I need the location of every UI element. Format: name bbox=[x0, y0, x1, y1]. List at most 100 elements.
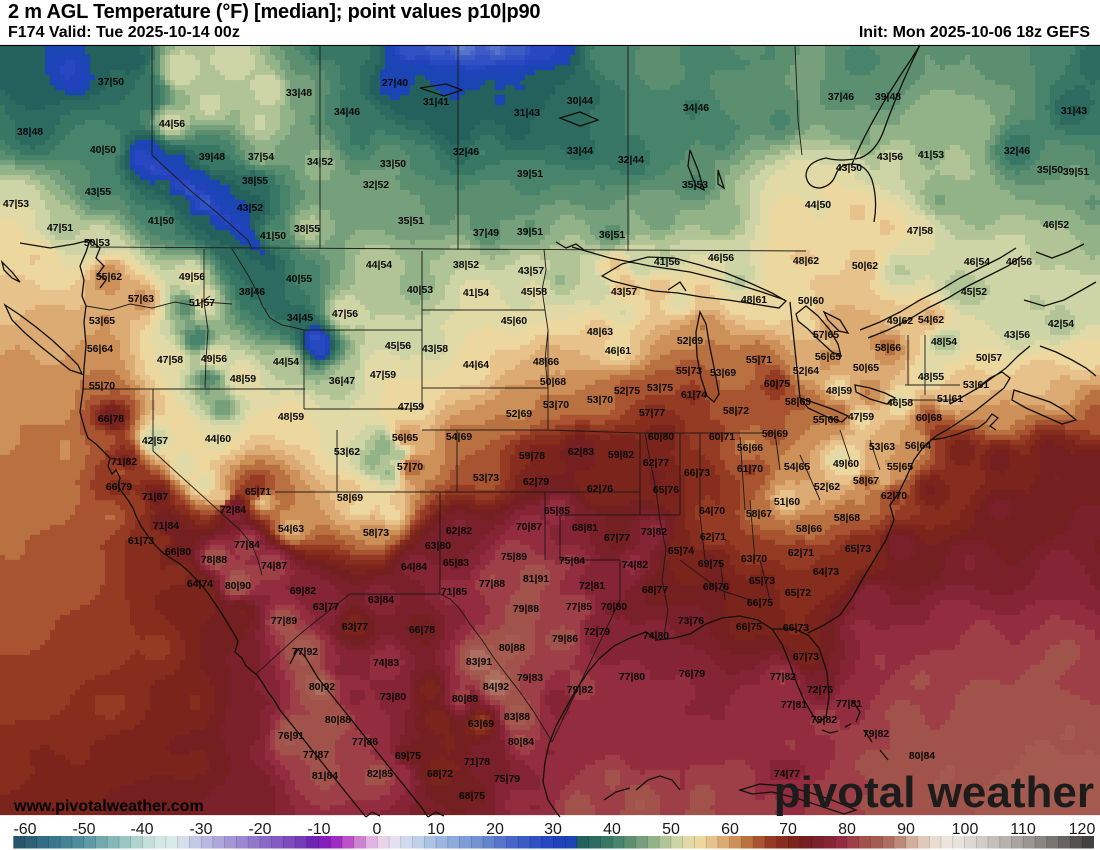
svg-text:44|56: 44|56 bbox=[159, 118, 185, 130]
svg-text:77|80: 77|80 bbox=[619, 671, 645, 683]
svg-text:53|65: 53|65 bbox=[89, 315, 115, 327]
svg-text:45|60: 45|60 bbox=[501, 315, 527, 327]
svg-text:80|84: 80|84 bbox=[508, 736, 534, 748]
svg-text:55|65: 55|65 bbox=[887, 461, 913, 473]
svg-text:51|61: 51|61 bbox=[937, 393, 963, 405]
svg-text:64|70: 64|70 bbox=[699, 505, 725, 517]
svg-text:69|75: 69|75 bbox=[395, 750, 421, 762]
svg-text:-40: -40 bbox=[130, 821, 153, 838]
svg-text:57|63: 57|63 bbox=[128, 293, 154, 305]
svg-text:56|64: 56|64 bbox=[905, 440, 931, 452]
svg-text:77|81: 77|81 bbox=[836, 698, 862, 710]
svg-text:68|76: 68|76 bbox=[703, 581, 729, 593]
svg-text:82|85: 82|85 bbox=[367, 768, 393, 780]
svg-text:68|75: 68|75 bbox=[459, 790, 485, 802]
svg-text:66|73: 66|73 bbox=[783, 622, 809, 634]
svg-text:34|46: 34|46 bbox=[683, 102, 709, 114]
svg-text:72|81: 72|81 bbox=[579, 580, 605, 592]
svg-text:65|72: 65|72 bbox=[785, 587, 811, 599]
svg-text:62|79: 62|79 bbox=[523, 476, 549, 488]
svg-text:61|74: 61|74 bbox=[681, 389, 707, 401]
svg-text:76|91: 76|91 bbox=[278, 730, 304, 742]
svg-text:79|83: 79|83 bbox=[517, 672, 543, 684]
svg-text:37|54: 37|54 bbox=[248, 151, 274, 163]
svg-text:52|69: 52|69 bbox=[677, 335, 703, 347]
svg-text:48|59: 48|59 bbox=[826, 385, 852, 397]
svg-text:120: 120 bbox=[1069, 821, 1096, 838]
svg-text:67|73: 67|73 bbox=[793, 651, 819, 663]
svg-text:81|84: 81|84 bbox=[312, 770, 338, 782]
svg-text:44|54: 44|54 bbox=[366, 259, 392, 271]
svg-text:43|56: 43|56 bbox=[1004, 329, 1030, 341]
svg-text:48|66: 48|66 bbox=[533, 356, 559, 368]
svg-text:74|87: 74|87 bbox=[261, 560, 287, 572]
svg-text:51|57: 51|57 bbox=[189, 297, 215, 309]
svg-text:48|63: 48|63 bbox=[587, 326, 613, 338]
svg-text:32|44: 32|44 bbox=[618, 154, 644, 166]
svg-text:44|64: 44|64 bbox=[463, 359, 489, 371]
svg-text:57|65: 57|65 bbox=[813, 329, 839, 341]
svg-text:48|55: 48|55 bbox=[918, 371, 944, 383]
svg-text:77|84: 77|84 bbox=[234, 539, 260, 551]
svg-text:55|73: 55|73 bbox=[676, 365, 702, 377]
svg-text:63|84: 63|84 bbox=[368, 594, 394, 606]
svg-text:69|82: 69|82 bbox=[290, 585, 316, 597]
svg-text:63|70: 63|70 bbox=[741, 553, 767, 565]
svg-text:53|73: 53|73 bbox=[473, 472, 499, 484]
svg-text:67|77: 67|77 bbox=[604, 532, 630, 544]
svg-text:44|54: 44|54 bbox=[273, 356, 299, 368]
svg-text:56|64: 56|64 bbox=[87, 343, 113, 355]
svg-text:71|87: 71|87 bbox=[142, 491, 168, 503]
svg-text:73|76: 73|76 bbox=[678, 615, 704, 627]
svg-text:71|82: 71|82 bbox=[111, 456, 137, 468]
svg-text:54|69: 54|69 bbox=[446, 431, 472, 443]
svg-text:66|73: 66|73 bbox=[684, 467, 710, 479]
svg-text:36|47: 36|47 bbox=[329, 375, 355, 387]
svg-text:38|52: 38|52 bbox=[453, 259, 479, 271]
svg-text:77|92: 77|92 bbox=[292, 646, 318, 658]
svg-text:43|56: 43|56 bbox=[877, 151, 903, 163]
svg-text:10: 10 bbox=[427, 821, 445, 838]
svg-text:55|71: 55|71 bbox=[746, 354, 772, 366]
svg-text:50|60: 50|60 bbox=[798, 295, 824, 307]
svg-text:53|63: 53|63 bbox=[869, 441, 895, 453]
svg-text:32|46: 32|46 bbox=[453, 146, 479, 158]
svg-text:63|77: 63|77 bbox=[313, 601, 339, 613]
svg-text:61|73: 61|73 bbox=[128, 535, 154, 547]
svg-text:80|88: 80|88 bbox=[452, 693, 478, 705]
svg-text:70|87: 70|87 bbox=[516, 521, 542, 533]
svg-text:44|60: 44|60 bbox=[205, 433, 231, 445]
svg-text:74|80: 74|80 bbox=[643, 630, 669, 642]
svg-text:65|73: 65|73 bbox=[845, 543, 871, 555]
svg-text:66|80: 66|80 bbox=[165, 546, 191, 558]
svg-text:35|53: 35|53 bbox=[682, 179, 708, 191]
svg-text:46|61: 46|61 bbox=[605, 345, 631, 357]
svg-text:32|46: 32|46 bbox=[1004, 145, 1030, 157]
svg-text:50|65: 50|65 bbox=[853, 362, 879, 374]
svg-text:31|43: 31|43 bbox=[514, 107, 540, 119]
svg-text:47|56: 47|56 bbox=[332, 308, 358, 320]
svg-text:72|84: 72|84 bbox=[220, 504, 246, 516]
svg-text:79|82: 79|82 bbox=[863, 728, 889, 740]
svg-text:62|76: 62|76 bbox=[587, 483, 613, 495]
svg-text:60: 60 bbox=[721, 821, 739, 838]
svg-text:53|69: 53|69 bbox=[710, 367, 736, 379]
svg-text:39|51: 39|51 bbox=[517, 226, 543, 238]
svg-text:37|49: 37|49 bbox=[473, 227, 499, 239]
svg-text:65|73: 65|73 bbox=[749, 575, 775, 587]
svg-text:81|91: 81|91 bbox=[523, 573, 549, 585]
svg-text:74|77: 74|77 bbox=[774, 768, 800, 780]
svg-text:39|48: 39|48 bbox=[199, 151, 225, 163]
svg-text:79|88: 79|88 bbox=[513, 603, 539, 615]
svg-text:66|75: 66|75 bbox=[747, 597, 773, 609]
svg-text:77|86: 77|86 bbox=[352, 736, 378, 748]
svg-text:60|71: 60|71 bbox=[709, 431, 735, 443]
svg-text:77|87: 77|87 bbox=[303, 749, 329, 761]
svg-text:34|52: 34|52 bbox=[307, 156, 333, 168]
svg-text:56|65: 56|65 bbox=[815, 351, 841, 363]
svg-text:59|82: 59|82 bbox=[608, 449, 634, 461]
svg-text:39|48: 39|48 bbox=[875, 91, 901, 103]
svg-text:48|54: 48|54 bbox=[931, 336, 957, 348]
svg-text:80|88: 80|88 bbox=[499, 642, 525, 654]
svg-text:75|84: 75|84 bbox=[559, 555, 585, 567]
